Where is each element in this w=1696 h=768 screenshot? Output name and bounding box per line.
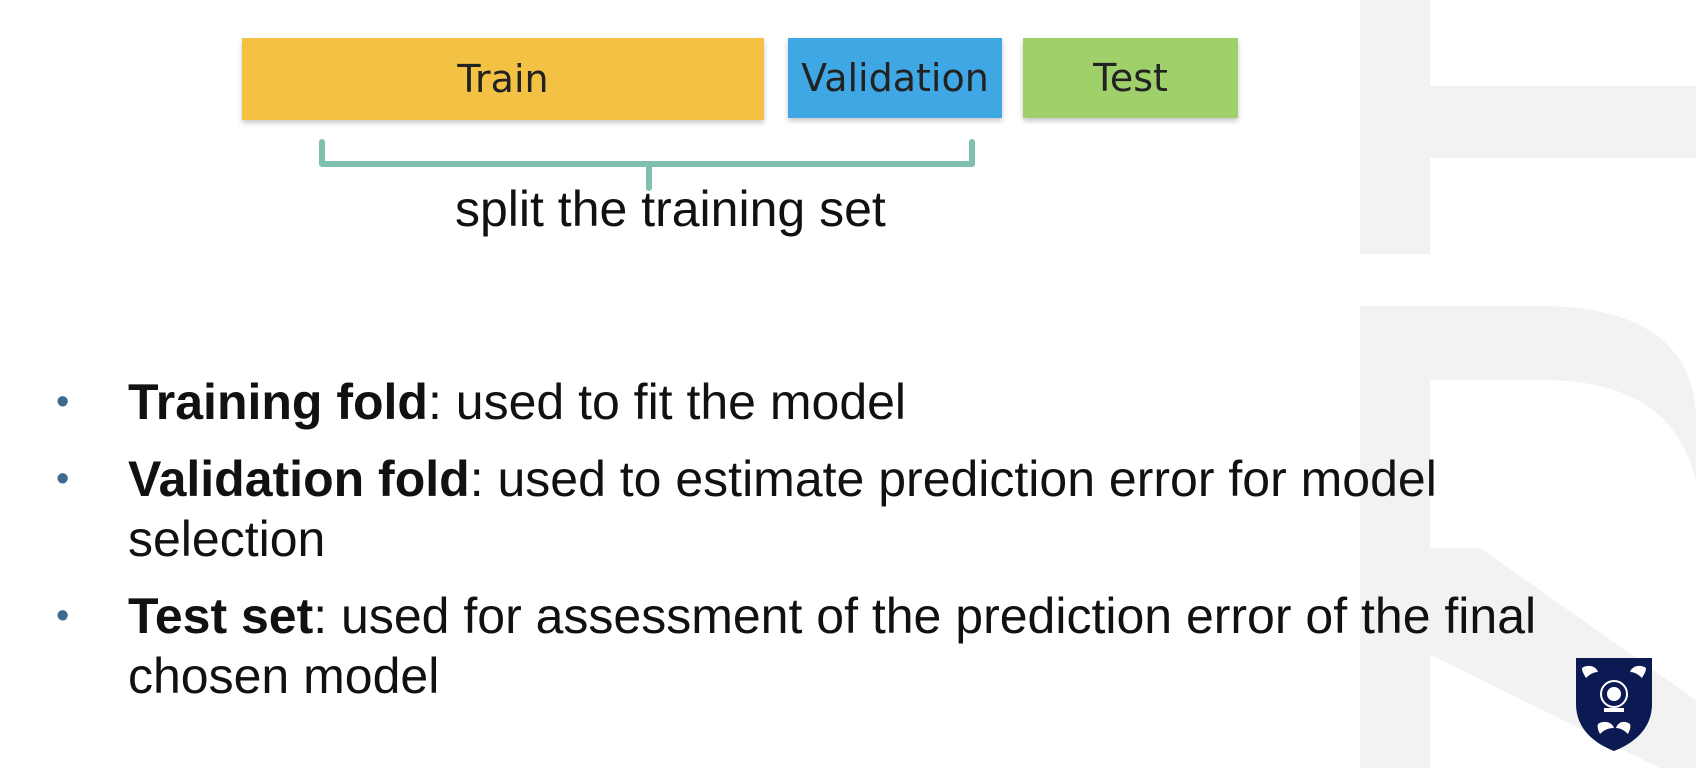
validation-box-label: Validation: [801, 56, 989, 100]
bullet-term: Test set: [128, 588, 314, 644]
split-brace: [319, 139, 975, 191]
bullet-text: : used to fit the model: [427, 374, 907, 430]
test-box: Test: [1023, 38, 1238, 118]
fold-definitions-list: • Training fold: used to fit the model •…: [56, 372, 1616, 723]
university-crest-icon: [1576, 658, 1652, 751]
test-box-label: Test: [1093, 56, 1168, 100]
bullet-term: Validation fold: [128, 451, 470, 507]
validation-box: Validation: [788, 38, 1002, 118]
bullet-test-set: • Test set: used for assessment of the p…: [56, 586, 1616, 706]
bullet-training-fold: • Training fold: used to fit the model: [56, 372, 1616, 432]
bullet-marker: •: [56, 381, 70, 423]
bullet-term: Training fold: [128, 374, 428, 430]
bullet-marker: •: [56, 595, 70, 637]
bullet-validation-fold: • Validation fold: used to estimate pred…: [56, 449, 1616, 569]
bullet-text: : used to estimate prediction error for …: [128, 451, 1437, 567]
bullet-marker: •: [56, 458, 70, 500]
train-box: Train: [242, 38, 764, 120]
bullet-text: : used for assessment of the prediction …: [128, 588, 1537, 704]
train-box-label: Train: [457, 57, 549, 101]
split-caption: split the training set: [455, 181, 886, 237]
data-split-diagram: Train Validation Test split the training…: [0, 0, 1300, 260]
